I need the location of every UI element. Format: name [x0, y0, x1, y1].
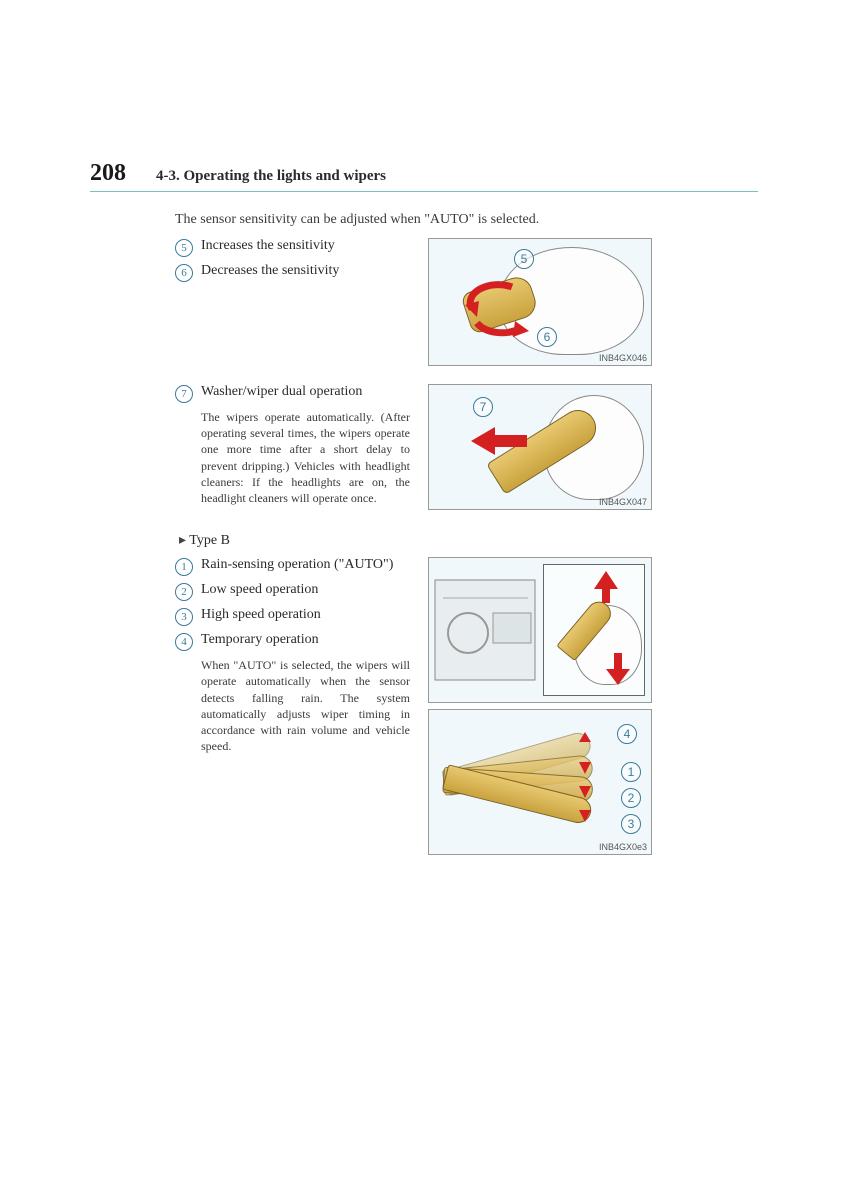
circled-number-4: 4 [175, 633, 193, 651]
up-arrow-icon [594, 571, 624, 605]
figure-sensitivity: 5 6 INB4GX046 [428, 238, 652, 366]
callout-7: 7 [473, 397, 493, 417]
typeb-desc: When "AUTO" is selected, the wipers will… [201, 657, 410, 754]
list-item-1: 1 Rain-sensing operation ("AUTO") [175, 557, 410, 576]
item-5-text: Increases the sensitivity [201, 238, 335, 257]
figure-label: INB4GX047 [599, 497, 647, 507]
list-item-2: 2 Low speed operation [175, 582, 410, 601]
type-b-heading: Type B [179, 532, 758, 549]
list-item-7: 7 Washer/wiper dual operation [175, 384, 410, 403]
pull-arrow-icon [471, 425, 541, 465]
circled-number-6: 6 [175, 264, 193, 282]
intro-text: The sensor sensitivity can be adjusted w… [175, 212, 758, 228]
sensitivity-row: 5 Increases the sensitivity 6 Decreases … [175, 238, 758, 366]
figure-typeb-bottom: 4 1 2 3 INB4GX0e3 [428, 709, 652, 855]
circled-number-5: 5 [175, 239, 193, 257]
circled-number-7: 7 [175, 385, 193, 403]
callout-2: 2 [621, 788, 641, 808]
list-item-6: 6 Decreases the sensitivity [175, 263, 410, 282]
list-item-4: 4 Temporary operation [175, 632, 410, 651]
position-arrows [579, 732, 597, 842]
item-7-desc: The wipers operate automatically. (After… [201, 409, 410, 506]
figure-label: INB4GX0e3 [599, 842, 647, 852]
circled-number-1: 1 [175, 558, 193, 576]
item-6-text: Decreases the sensitivity [201, 263, 339, 282]
inset-box [543, 564, 645, 696]
washer-row: 7 Washer/wiper dual operation The wipers… [175, 384, 758, 514]
header-rule [90, 191, 758, 192]
typeb-row: 1 Rain-sensing operation ("AUTO") 2 Low … [175, 557, 758, 861]
callout-1: 1 [621, 762, 641, 782]
page-header: 208 4-3. Operating the lights and wipers [90, 160, 758, 187]
callout-3: 3 [621, 814, 641, 834]
item-4-text: Temporary operation [201, 632, 319, 651]
circled-number-2: 2 [175, 583, 193, 601]
list-item-5: 5 Increases the sensitivity [175, 238, 410, 257]
page-number: 208 [90, 160, 126, 187]
figure-washer: 7 INB4GX047 [428, 384, 652, 510]
item-7-title: Washer/wiper dual operation [201, 384, 362, 403]
item-2-text: Low speed operation [201, 582, 318, 601]
list-item-3: 3 High speed operation [175, 607, 410, 626]
dashboard-graphic [433, 578, 541, 688]
figure-typeb-top [428, 557, 652, 703]
item-1-text: Rain-sensing operation ("AUTO") [201, 557, 393, 576]
item-3-text: High speed operation [201, 607, 321, 626]
circled-number-3: 3 [175, 608, 193, 626]
down-arrow-icon [606, 653, 636, 687]
section-title: 4-3. Operating the lights and wipers [156, 168, 386, 185]
callout-4: 4 [617, 724, 637, 744]
callout-6: 6 [537, 327, 557, 347]
callout-5: 5 [514, 249, 534, 269]
figure-label: INB4GX046 [599, 353, 647, 363]
